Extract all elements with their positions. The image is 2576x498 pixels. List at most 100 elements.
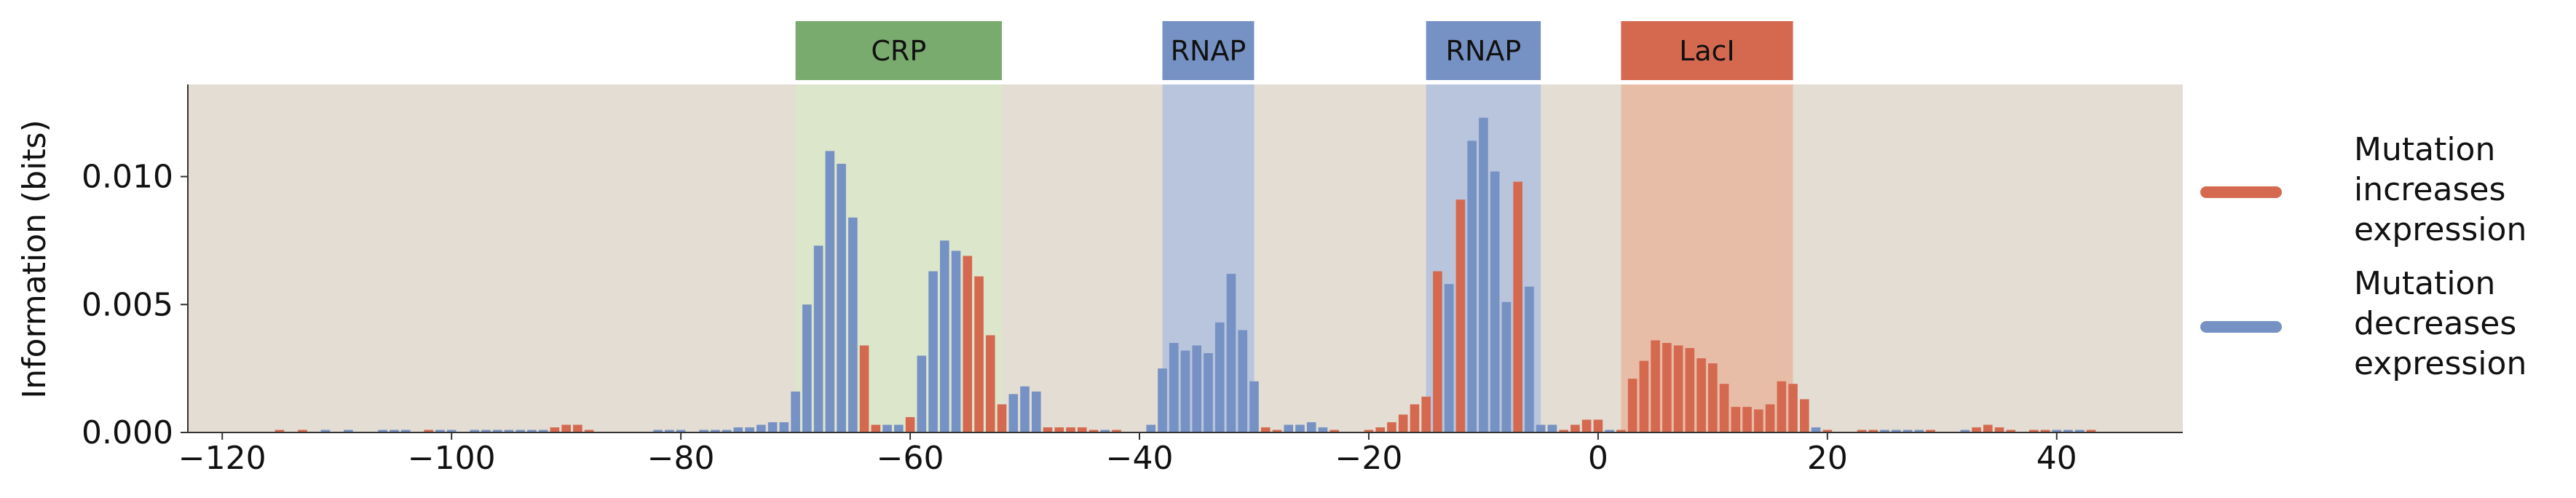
legend-label-increases: Mutation <box>2354 131 2495 168</box>
region-label-rnap: RNAP <box>1171 35 1246 67</box>
bar <box>676 430 686 432</box>
bar <box>1387 422 1396 432</box>
bar <box>2086 430 2096 432</box>
bar <box>1525 286 1534 432</box>
bar <box>848 217 858 432</box>
x-tick-label: −100 <box>408 440 496 477</box>
x-tick-label: −40 <box>1106 440 1174 477</box>
bar <box>1501 301 1512 432</box>
bar <box>1914 430 1924 432</box>
bar <box>1822 430 1833 432</box>
bar <box>1513 181 1522 432</box>
bar <box>1375 427 1385 432</box>
bar <box>435 430 445 432</box>
bar <box>550 427 560 432</box>
x-tick-label: −20 <box>1335 440 1403 477</box>
bar <box>1066 427 1075 432</box>
bar <box>1651 340 1660 432</box>
bar <box>1616 430 1626 432</box>
legend-label-increases: expression <box>2354 211 2526 248</box>
region-fill-laci <box>1621 84 1793 432</box>
bar <box>1421 396 1431 432</box>
y-tick-label: 0.010 <box>82 159 173 196</box>
bar <box>1972 427 1981 432</box>
region-label-laci: LacI <box>1679 35 1735 67</box>
bar <box>1536 424 1546 432</box>
bar <box>905 416 915 432</box>
bar <box>1433 271 1442 432</box>
bar <box>527 430 537 432</box>
bar <box>561 424 571 432</box>
bar <box>1318 427 1328 432</box>
bar <box>1410 404 1420 432</box>
bar <box>1788 384 1798 432</box>
legend-label-decreases: Mutation <box>2354 265 2495 302</box>
bar <box>699 430 708 432</box>
bar <box>2052 430 2062 432</box>
bar <box>986 335 995 432</box>
bar <box>1581 419 1592 432</box>
bar <box>1226 274 1236 432</box>
bar <box>2028 430 2039 432</box>
bar <box>997 404 1007 432</box>
bar <box>1295 424 1305 432</box>
region-label-rnap: RNAP <box>1446 35 1522 67</box>
bar <box>1731 406 1741 432</box>
bar <box>1455 199 1466 432</box>
bar <box>1708 363 1718 432</box>
bar <box>492 430 502 432</box>
bar <box>917 355 927 432</box>
bar <box>791 391 800 432</box>
bar <box>711 430 720 432</box>
bar <box>2063 430 2073 432</box>
bar <box>767 422 778 432</box>
bar <box>1696 358 1706 432</box>
bar <box>1192 345 1202 432</box>
bar <box>1685 348 1695 432</box>
bar <box>1306 422 1316 432</box>
x-tick-label: −60 <box>877 440 944 477</box>
bar <box>1444 284 1454 432</box>
bar <box>1031 391 1041 432</box>
bar <box>653 430 663 432</box>
bar <box>515 430 525 432</box>
bar <box>1467 141 1477 432</box>
bar <box>1926 430 1935 432</box>
bar <box>1983 424 1993 432</box>
bar <box>2040 430 2050 432</box>
bar <box>1719 384 1729 432</box>
binding-site-labels: CRP RNAP RNAP LacI <box>795 21 1793 80</box>
bar <box>538 430 548 432</box>
y-tick-label: 0.005 <box>82 286 173 323</box>
bar <box>1214 322 1225 432</box>
bar <box>1100 430 1110 432</box>
bar <box>974 276 984 432</box>
bar <box>446 430 457 432</box>
bar <box>779 422 789 432</box>
bar <box>1627 379 1637 432</box>
bar <box>1008 394 1019 432</box>
bar <box>1479 117 1488 433</box>
bar <box>470 430 479 432</box>
bar <box>2074 430 2085 432</box>
bar <box>1960 430 1970 432</box>
y-axis-ticks: 0.000 0.005 0.010 <box>82 159 188 451</box>
bar <box>837 163 846 433</box>
bar <box>1857 430 1867 432</box>
bar <box>1593 419 1603 432</box>
bar <box>1777 381 1787 432</box>
bar <box>1180 350 1190 432</box>
bar <box>274 430 285 432</box>
bar <box>344 430 353 432</box>
bar <box>298 430 307 432</box>
bar <box>1272 430 1282 432</box>
legend-label-increases: increases <box>2354 171 2505 208</box>
bar <box>400 430 411 432</box>
bar <box>802 304 812 432</box>
bar <box>1811 427 1821 432</box>
bar <box>940 240 949 432</box>
bar <box>1146 424 1156 432</box>
bar <box>1043 427 1053 432</box>
bar <box>871 424 881 432</box>
bar <box>1238 330 1248 432</box>
